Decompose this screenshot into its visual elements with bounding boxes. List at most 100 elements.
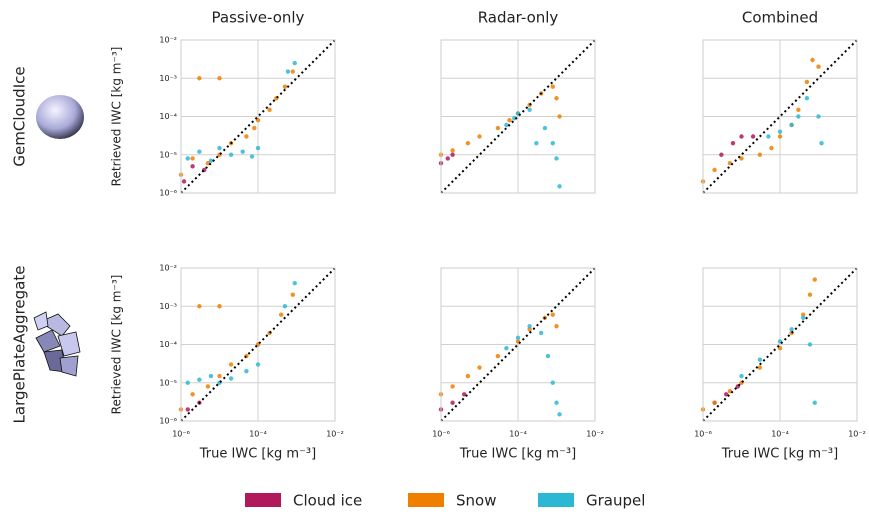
- data-point: [217, 145, 222, 151]
- data-point: [282, 304, 288, 309]
- plot-frame: [440, 39, 596, 194]
- data-point: [208, 373, 214, 379]
- data-point: [542, 125, 548, 131]
- column-title: Passive-only: [212, 9, 305, 27]
- data-point: [550, 312, 555, 317]
- data-point: [796, 114, 801, 119]
- data-point: [477, 365, 482, 370]
- sphere-icon: [36, 95, 84, 139]
- data-point: [445, 156, 450, 161]
- x-tick-label: 10⁻⁶: [172, 430, 190, 439]
- legend-swatch: [245, 493, 281, 507]
- plot-frame: [180, 267, 336, 422]
- x-tick-label: 10⁻⁴: [509, 430, 527, 439]
- x-axis-label: True IWC [kg m⁻³]: [721, 447, 838, 462]
- data-point: [495, 125, 501, 131]
- plot-area: [438, 312, 562, 417]
- row-label: LargePlateAggregate: [11, 266, 29, 424]
- aggregate-icon: [33, 311, 81, 377]
- x-axis-label: True IWC [kg m⁻³]: [199, 447, 316, 462]
- data-point: [739, 373, 744, 379]
- data-point: [217, 304, 222, 309]
- x-tick-label: 10⁻²: [326, 430, 344, 439]
- legend-label: Snow: [456, 492, 496, 510]
- legend-swatch: [408, 493, 444, 507]
- data-point: [290, 69, 295, 74]
- y-tick-label: 10⁻⁵: [159, 150, 177, 159]
- data-point: [267, 330, 272, 336]
- data-point: [789, 327, 794, 332]
- data-point: [450, 384, 455, 389]
- data-point: [450, 152, 455, 157]
- data-point: [465, 373, 471, 379]
- data-point: [550, 141, 555, 146]
- y-axis-label: Retrieved IWC [kg m⁻³]: [110, 275, 124, 415]
- data-point: [465, 141, 471, 146]
- legend-swatch: [538, 493, 574, 507]
- data-point: [285, 69, 291, 74]
- data-point: [545, 353, 551, 359]
- data-point: [185, 407, 190, 412]
- column-title: Radar-only: [478, 9, 559, 27]
- data-point: [712, 167, 717, 173]
- data-point: [550, 84, 555, 89]
- data-point: [292, 281, 297, 286]
- y-tick-label: 10⁻⁶: [159, 189, 177, 198]
- data-point: [712, 400, 717, 405]
- y-tick-label: 10⁻³: [159, 74, 177, 83]
- data-point: [244, 134, 249, 139]
- one-to-one-line: [440, 39, 596, 194]
- data-point: [816, 114, 821, 119]
- data-point: [757, 365, 763, 370]
- data-point: [252, 125, 257, 131]
- data-point: [807, 292, 813, 297]
- data-point: [292, 60, 297, 66]
- data-point: [190, 392, 195, 397]
- data-point: [766, 134, 771, 139]
- data-point: [527, 324, 532, 329]
- data-point: [197, 149, 202, 154]
- data-point: [217, 76, 222, 81]
- x-tick-label: 10⁻²: [848, 430, 866, 439]
- data-point: [450, 400, 455, 405]
- one-to-one-line: [180, 39, 336, 194]
- data-point: [554, 400, 559, 405]
- one-to-one-line: [702, 39, 858, 194]
- data-point: [240, 149, 245, 154]
- data-point: [796, 107, 801, 112]
- x-tick-label: 10⁻⁴: [771, 430, 789, 439]
- data-point: [812, 277, 817, 282]
- data-point: [515, 335, 521, 340]
- data-point: [477, 134, 482, 139]
- data-point: [197, 377, 202, 382]
- data-point: [512, 116, 517, 121]
- data-point: [255, 118, 261, 123]
- plot-area: [700, 57, 824, 184]
- data-point: [190, 156, 195, 161]
- data-point: [550, 380, 555, 385]
- data-point: [495, 353, 501, 359]
- data-point: [719, 152, 724, 157]
- data-point: [557, 412, 562, 417]
- data-point: [205, 384, 211, 389]
- data-point: [504, 346, 509, 351]
- one-to-one-line: [440, 267, 596, 422]
- data-point: [255, 145, 261, 151]
- y-tick-label: 10⁻⁴: [159, 340, 177, 349]
- data-point: [185, 156, 190, 161]
- data-point: [804, 79, 810, 85]
- data-point: [504, 122, 509, 128]
- data-point: [804, 96, 810, 101]
- y-tick-label: 10⁻²: [159, 36, 177, 45]
- data-point: [769, 145, 774, 151]
- plot-area: [178, 60, 297, 184]
- data-point: [554, 96, 559, 101]
- x-tick-label: 10⁻⁶: [694, 430, 712, 439]
- data-point: [800, 315, 806, 320]
- data-point: [190, 164, 195, 169]
- data-point: [807, 342, 813, 347]
- data-point: [228, 376, 234, 381]
- data-point: [789, 122, 794, 128]
